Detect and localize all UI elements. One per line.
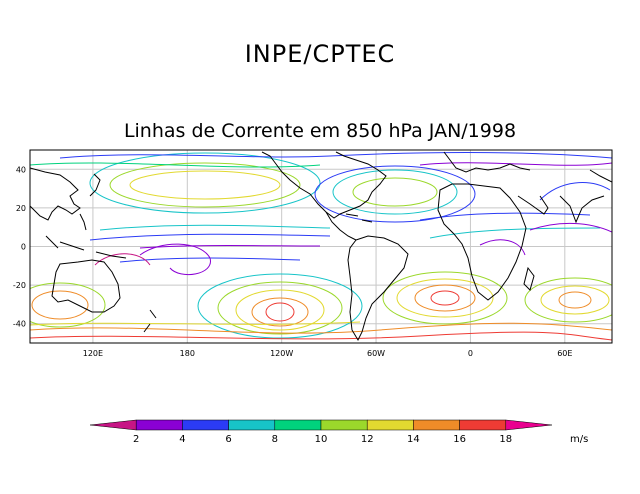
streamline-satl-high: [396, 278, 494, 318]
coastline-europe: [443, 151, 531, 173]
coastline-indonesia: [45, 213, 127, 259]
coastline-arabia: [517, 195, 549, 215]
colorbar-segment: [274, 419, 322, 431]
streamline-sind-high: [558, 291, 592, 309]
streamline-aus-high: [31, 290, 89, 320]
lat-tick-label: 40: [16, 165, 26, 174]
latitude-axis: 40 20 0 -20 -40: [13, 165, 26, 328]
streamline-india: [529, 223, 612, 233]
colorbar-label: 4: [179, 434, 185, 445]
coastline-south-america: [347, 235, 409, 342]
streamline-natl-high: [332, 169, 458, 215]
streamline-spac-high: [265, 302, 295, 322]
streamline-sind-high: [524, 277, 612, 323]
streamline-spac-high: [217, 281, 343, 335]
streamline-trade: [89, 233, 331, 241]
colorbar-segment: [505, 419, 553, 431]
colorbar-label: 10: [315, 434, 328, 445]
colorbar-label: 2: [133, 434, 139, 445]
streamline-south-westerly: [30, 331, 612, 341]
lat-tick-label: -20: [13, 281, 26, 290]
streamline-spac-high: [251, 297, 309, 327]
coastline-newzealand: [143, 309, 157, 333]
coastline-asia: [30, 167, 81, 221]
streamline-trade: [99, 224, 331, 231]
streamlines: [30, 152, 612, 341]
colorbar-label: 8: [272, 434, 278, 445]
colorbar-segment: [89, 419, 137, 431]
colorbar-segment: [182, 419, 229, 431]
map-gridlines: [30, 150, 612, 343]
colorbar-label: 18: [499, 434, 512, 445]
streamline-npac-high: [129, 170, 281, 200]
streamline-satl-high: [382, 271, 508, 325]
streamline-swirl: [139, 243, 211, 276]
lon-tick-label: 120E: [83, 349, 103, 358]
colorbar-label: 16: [453, 434, 466, 445]
streamline-satl-high: [430, 290, 460, 306]
streamline-south-westerly: [30, 321, 361, 326]
coastline-madagascar: [523, 266, 535, 291]
longitude-axis: 120E 180 120W 60W 0 60E: [83, 349, 573, 358]
lat-tick-label: -40: [13, 320, 26, 329]
colorbar-segment: [320, 419, 368, 431]
colorbar-units: m/s: [570, 434, 588, 445]
map-frame: [29, 149, 613, 344]
map-subtitle: Linhas de Corrente em 850 hPa JAN/1998: [123, 120, 517, 142]
colorbar-segment: [135, 419, 183, 431]
lon-tick-label: 60W: [367, 349, 385, 358]
coastline-australia: [51, 259, 121, 313]
streamline-natl-high: [314, 165, 476, 223]
coastlines: [30, 151, 612, 342]
lat-tick-label: 20: [16, 204, 26, 213]
colorbar-segment: [459, 419, 507, 431]
coastline-japan: [89, 173, 101, 197]
colorbar-segment: [228, 419, 276, 431]
streamline-natl-high: [352, 177, 438, 207]
streamline-spac-high: [235, 289, 325, 331]
coastline-asia-east: [589, 169, 612, 183]
colorbar: 2 4 6 8 10 12 14 16 18: [89, 419, 553, 445]
lon-tick-label: 0: [468, 349, 473, 358]
coastline-india: [559, 195, 605, 224]
streamline-swirl: [94, 253, 151, 266]
streamline-trade: [429, 227, 601, 239]
colorbar-label: 6: [225, 434, 231, 445]
streamline-npac-high: [109, 162, 301, 208]
streamline-spac-high: [197, 273, 363, 339]
colorbar-label: 12: [361, 434, 374, 445]
lon-tick-label: 60E: [557, 349, 572, 358]
streamline-trade: [139, 245, 321, 249]
lat-tick-label: 0: [21, 243, 26, 252]
streamline-westerly: [59, 152, 612, 159]
lon-tick-label: 120W: [270, 349, 293, 358]
colorbar-label: 14: [407, 434, 420, 445]
streamline-npac-high: [89, 152, 321, 214]
coastline-africa: [437, 183, 527, 301]
streamline-aus-high: [30, 282, 106, 328]
streamline-sind-high: [540, 285, 610, 315]
coastline-central-america: [325, 211, 357, 241]
streamline-swirl: [479, 239, 526, 256]
streamline-india: [539, 182, 611, 201]
streamline-south-westerly: [30, 322, 612, 334]
coastline-caribbean: [345, 213, 373, 223]
map-title: INPE/CPTEC: [244, 40, 396, 68]
coastline-north-america: [261, 151, 387, 219]
streamline-satl-high: [414, 284, 476, 312]
colorbar-segment: [366, 419, 414, 431]
lon-tick-label: 180: [180, 349, 195, 358]
streamline-westerly: [30, 162, 321, 168]
streamline-westerly: [419, 162, 612, 166]
colorbar-segment: [413, 419, 460, 431]
